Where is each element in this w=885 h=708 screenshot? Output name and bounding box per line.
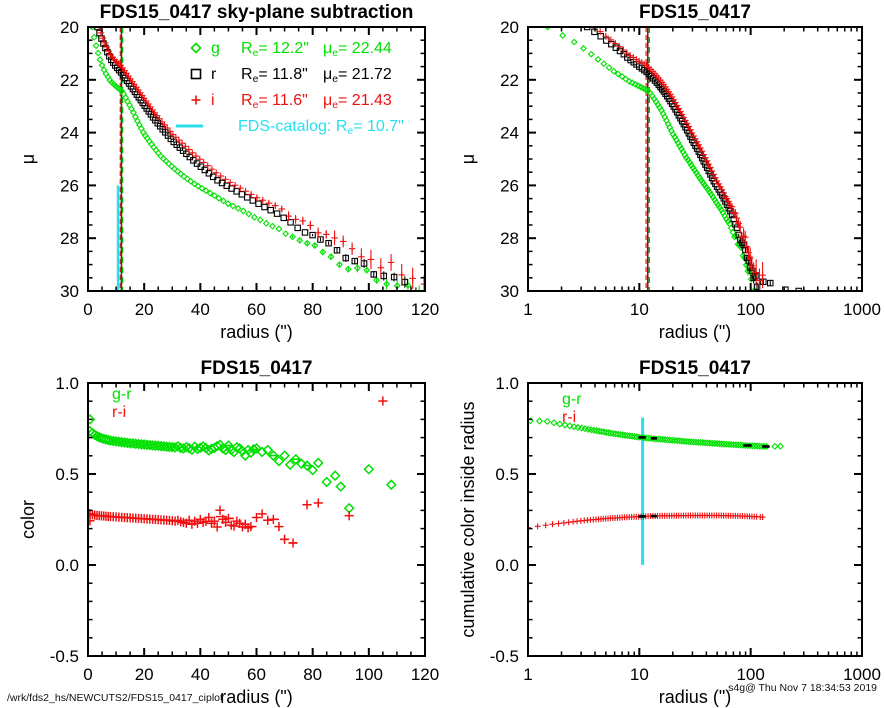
svg-text:40: 40 bbox=[191, 300, 210, 319]
svg-text:10: 10 bbox=[630, 665, 649, 684]
svg-text:22: 22 bbox=[500, 71, 519, 90]
svg-text:22: 22 bbox=[60, 71, 79, 90]
svg-text:radius ("): radius (") bbox=[659, 322, 731, 342]
svg-text:FDS15_0417 sky-plane subtracti: FDS15_0417 sky-plane subtraction bbox=[100, 2, 414, 23]
svg-text:20: 20 bbox=[60, 18, 79, 37]
plot-timestamp: s4g@ Thu Nov 7 18:34:53 2019 bbox=[728, 682, 877, 694]
svg-text:30: 30 bbox=[60, 282, 79, 301]
svg-text:-0.5: -0.5 bbox=[50, 647, 79, 666]
svg-text:cumulative color inside radius: cumulative color inside radius bbox=[458, 401, 478, 637]
svg-text:30: 30 bbox=[500, 282, 519, 301]
panel-bottom-left: 0 20 40 60 80 100 120 1.0 0.5 0.0 -0.5 FDS15_0417ra… bbox=[18, 358, 439, 707]
panel-bottom-right: 1 10 100 1000 1.0 0.5 0.0 -0.5 FDS15_0417radius … bbox=[458, 358, 881, 707]
svg-text:μe= 21.72: μe= 21.72 bbox=[323, 66, 392, 85]
svg-text:10: 10 bbox=[630, 300, 649, 319]
svg-text:0: 0 bbox=[83, 665, 92, 684]
svg-text:20: 20 bbox=[500, 18, 519, 37]
svg-text:0.5: 0.5 bbox=[495, 465, 519, 484]
svg-text:r: r bbox=[211, 66, 217, 83]
svg-text:g: g bbox=[211, 40, 220, 57]
svg-text:FDS15_0417: FDS15_0417 bbox=[639, 2, 751, 23]
svg-text:60: 60 bbox=[247, 665, 266, 684]
svg-text:g-r: g-r bbox=[562, 391, 582, 408]
svg-text:r-i: r-i bbox=[562, 409, 576, 426]
svg-text:1.0: 1.0 bbox=[495, 374, 519, 393]
svg-text:1000: 1000 bbox=[843, 300, 881, 319]
svg-text:radius ("): radius (") bbox=[220, 322, 292, 342]
svg-text:100: 100 bbox=[355, 665, 383, 684]
svg-text:Re= 11.6": Re= 11.6" bbox=[241, 92, 308, 111]
svg-text:0.5: 0.5 bbox=[55, 465, 79, 484]
svg-text:28: 28 bbox=[60, 229, 79, 248]
svg-text:1.0: 1.0 bbox=[55, 374, 79, 393]
svg-text:100: 100 bbox=[736, 665, 764, 684]
svg-text:20: 20 bbox=[135, 300, 154, 319]
svg-text:FDS15_0417: FDS15_0417 bbox=[201, 358, 313, 379]
svg-text:μ: μ bbox=[18, 154, 38, 164]
svg-text:120: 120 bbox=[411, 665, 439, 684]
svg-text:0: 0 bbox=[83, 300, 92, 319]
svg-text:FDS15_0417: FDS15_0417 bbox=[639, 358, 751, 379]
svg-text:20: 20 bbox=[135, 665, 154, 684]
svg-text:0.0: 0.0 bbox=[495, 556, 519, 575]
svg-text:Re= 12.2": Re= 12.2" bbox=[241, 40, 309, 59]
svg-text:40: 40 bbox=[191, 665, 210, 684]
svg-text:1: 1 bbox=[523, 665, 532, 684]
svg-text:80: 80 bbox=[303, 300, 322, 319]
svg-text:26: 26 bbox=[500, 176, 519, 195]
svg-text:100: 100 bbox=[355, 300, 383, 319]
svg-text:radius ("): radius (") bbox=[659, 687, 731, 707]
svg-text:FDS-catalog: Re= 10.7": FDS-catalog: Re= 10.7" bbox=[238, 118, 404, 137]
svg-text:26: 26 bbox=[60, 176, 79, 195]
svg-text:-0.5: -0.5 bbox=[490, 647, 519, 666]
svg-text:i: i bbox=[211, 92, 215, 109]
svg-text:100: 100 bbox=[736, 300, 764, 319]
svg-text:24: 24 bbox=[500, 124, 519, 143]
plot-file-path: /wrk/fds2_hs/NEWCUTS2/FDS15_0417_ciplot bbox=[7, 692, 223, 704]
svg-text:μ: μ bbox=[458, 154, 478, 164]
svg-text:28: 28 bbox=[500, 229, 519, 248]
svg-text:80: 80 bbox=[303, 665, 322, 684]
svg-text:color: color bbox=[18, 500, 38, 539]
svg-text:120: 120 bbox=[411, 300, 439, 319]
svg-text:0.0: 0.0 bbox=[55, 556, 79, 575]
svg-text:g-r: g-r bbox=[112, 386, 132, 403]
svg-text:Re= 11.8": Re= 11.8" bbox=[241, 66, 308, 85]
svg-text:radius ("): radius (") bbox=[220, 687, 292, 707]
panel-top-left: 0 20 40 60 80 100 120 20 22 24 26 28 30 FDS15_0417 sk… bbox=[18, 2, 439, 342]
svg-text:60: 60 bbox=[247, 300, 266, 319]
svg-text:1000: 1000 bbox=[843, 665, 881, 684]
svg-text:μe= 21.43: μe= 21.43 bbox=[323, 92, 392, 111]
svg-text:24: 24 bbox=[60, 124, 79, 143]
svg-text:r-i: r-i bbox=[112, 404, 126, 421]
svg-text:1: 1 bbox=[523, 300, 532, 319]
svg-text:μe= 22.44: μe= 22.44 bbox=[323, 40, 392, 59]
